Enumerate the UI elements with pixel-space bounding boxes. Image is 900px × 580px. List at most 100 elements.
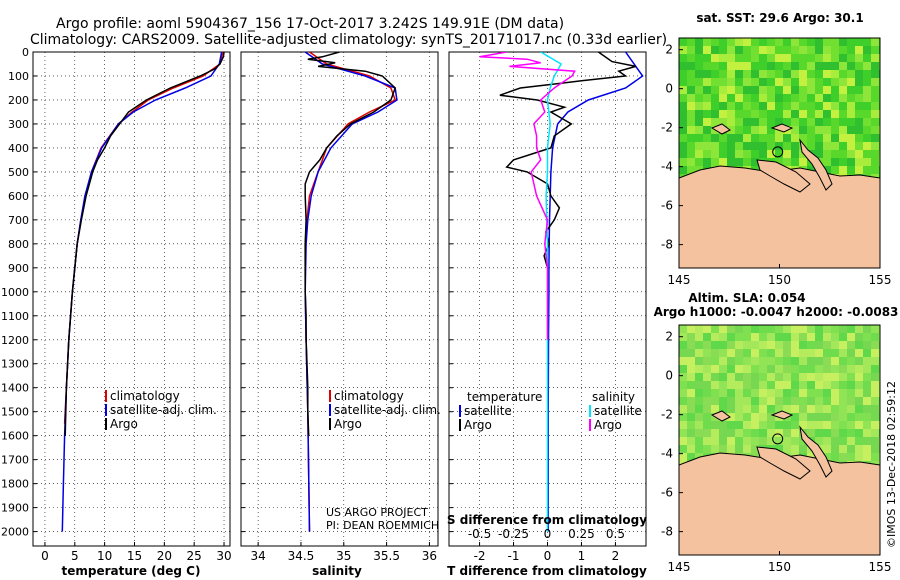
map-cell <box>751 429 759 437</box>
map-cell <box>847 445 855 453</box>
map-cell <box>767 110 775 118</box>
map-cell <box>727 46 735 54</box>
map-cell <box>735 357 743 365</box>
map-cell <box>823 453 831 461</box>
map-cell <box>711 349 719 357</box>
map-cell <box>727 102 735 110</box>
map-cell <box>727 333 735 341</box>
map-cell <box>735 46 743 54</box>
map-cell <box>823 373 831 381</box>
map-cell <box>815 62 823 70</box>
map-cell <box>775 62 783 70</box>
map-cell <box>687 333 695 341</box>
map-cell <box>687 357 695 365</box>
map-cell <box>703 445 711 453</box>
map-cell <box>831 86 839 94</box>
map-cell <box>783 142 791 150</box>
sla-map-land-newireland <box>799 425 833 478</box>
map-cell <box>687 453 695 461</box>
map-cell <box>775 333 783 341</box>
map-cell <box>743 341 751 349</box>
map-cell <box>831 78 839 86</box>
map-cell <box>831 357 839 365</box>
map-cell <box>847 413 855 421</box>
map-cell <box>751 421 759 429</box>
map-cell <box>855 445 863 453</box>
map-cell <box>679 94 687 102</box>
map-cell <box>759 365 767 373</box>
map-cell <box>743 126 751 134</box>
map-cell <box>855 373 863 381</box>
map-cell <box>719 405 727 413</box>
map-cell <box>855 437 863 445</box>
map-cell <box>767 373 775 381</box>
difference-legend-salinity-title: salinity <box>592 390 635 404</box>
map-cell <box>855 118 863 126</box>
map-cell <box>783 325 791 333</box>
map-cell <box>783 405 791 413</box>
map-cell <box>799 38 807 46</box>
map-cell <box>839 142 847 150</box>
map-cell <box>847 166 855 174</box>
sla-map-land-manus <box>710 410 731 422</box>
map-cell <box>831 158 839 166</box>
map-cell <box>783 333 791 341</box>
map-cell <box>863 325 871 333</box>
salinity-panel-frame <box>240 51 439 547</box>
map-cell <box>871 142 879 150</box>
map-cell <box>863 38 871 46</box>
map-cell <box>815 437 823 445</box>
map-cell <box>703 78 711 86</box>
map-cell <box>695 94 703 102</box>
map-cell <box>687 86 695 94</box>
map-cell <box>759 389 767 397</box>
temperature-legend-entry-swatch <box>105 390 107 402</box>
map-cell <box>783 150 791 158</box>
map-cell <box>775 70 783 78</box>
map-cell <box>863 381 871 389</box>
map-cell <box>743 429 751 437</box>
map-cell <box>711 46 719 54</box>
map-cell <box>727 150 735 158</box>
depth-tick-label: 2000 <box>1 526 29 539</box>
map-cell <box>735 413 743 421</box>
map-cell <box>751 381 759 389</box>
depth-tick-label: 1300 <box>1 358 29 371</box>
map-cell <box>799 70 807 78</box>
map-cell <box>759 70 767 78</box>
map-cell <box>703 134 711 142</box>
difference-legend-salinity-entry-label: satellite <box>594 404 642 418</box>
depth-tick-label: 1600 <box>1 430 29 443</box>
map-cell <box>727 389 735 397</box>
map-cell <box>855 421 863 429</box>
map-cell <box>775 102 783 110</box>
map-cell <box>815 333 823 341</box>
map-cell <box>703 437 711 445</box>
map-cell <box>679 158 687 166</box>
map-cell <box>783 397 791 405</box>
map-cell <box>807 381 815 389</box>
map-cell <box>863 365 871 373</box>
depth-tick-label: 600 <box>8 190 29 203</box>
map-cell <box>831 437 839 445</box>
map-cell <box>687 325 695 333</box>
map-cell <box>831 349 839 357</box>
map-cell <box>687 94 695 102</box>
map-cell <box>759 357 767 365</box>
map-cell <box>775 38 783 46</box>
map-cell <box>719 134 727 142</box>
map-cell <box>791 110 799 118</box>
map-cell <box>751 413 759 421</box>
map-cell <box>695 78 703 86</box>
map-cell <box>767 389 775 397</box>
map-cell <box>823 421 831 429</box>
map-cell <box>703 373 711 381</box>
map-cell <box>847 94 855 102</box>
map-cell <box>783 365 791 373</box>
map-cell <box>679 405 687 413</box>
map-cell <box>807 70 815 78</box>
map-cell <box>839 381 847 389</box>
map-cell <box>703 365 711 373</box>
map-cell <box>839 349 847 357</box>
figure-title-line1: Argo profile: aoml 5904367_156 17-Oct-20… <box>56 16 564 32</box>
